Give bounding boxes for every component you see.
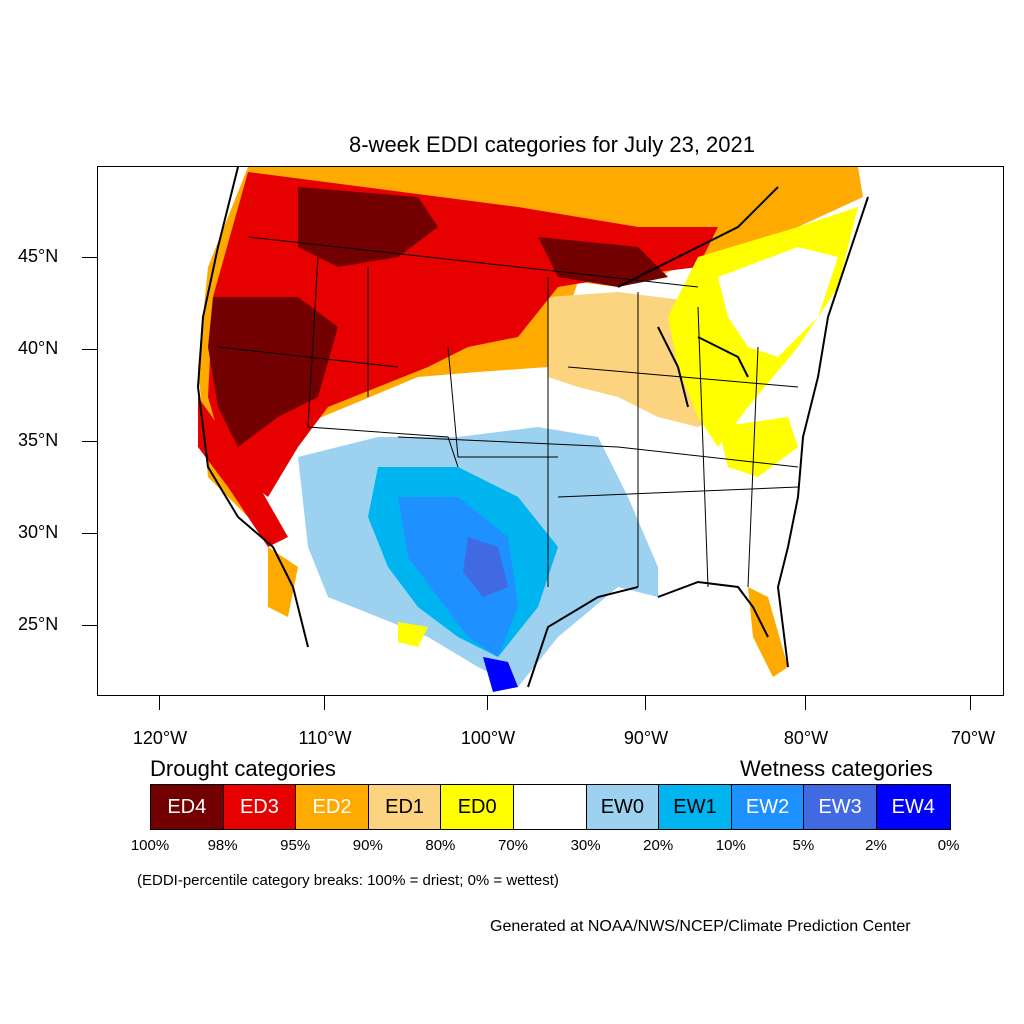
lon-tick [159,696,160,710]
ed4-region-mt [538,237,668,287]
category-legend: ED4 ED3 ED2 ED1 ED0 EW0 EW1 EW2 EW3 EW4 [150,784,951,830]
percent-break-label: 98% [207,837,238,854]
percent-break-label: 20% [643,837,674,854]
legend-box-ed1: ED1 [368,785,442,829]
california-ed3 [198,397,288,547]
lon-tick [324,696,325,710]
lat-tick [82,441,97,442]
lat-label-30: 30°N [18,522,59,542]
percent-break-label: 30% [570,837,601,854]
legend-box-ew1: EW1 [659,785,732,829]
lon-label-70w: 70°W [950,728,996,748]
lat-label-45: 45°N [18,246,59,266]
legend-box-ed3: ED3 [223,785,297,829]
texas-ed0 [398,622,428,647]
florida-ed2 [748,587,788,677]
lon-label-120w: 120°W [132,728,188,748]
percent-break-label: 95% [280,837,311,854]
lon-tick [805,696,806,710]
wetness-categories-label: Wetness categories [740,756,933,781]
drought-categories-label: Drought categories [150,756,336,781]
percent-break-label: 80% [425,837,456,854]
legend-box-ed0: ED0 [441,785,514,829]
percent-break-label: 10% [715,837,746,854]
lat-tick [82,625,97,626]
lat-tick [82,257,97,258]
legend-box-ed2: ED2 [296,785,369,829]
lon-tick [487,696,488,710]
lon-tick [970,696,971,710]
appalachia-ed0 [718,417,798,477]
credit-line: Generated at NOAA/NWS/NCEP/Climate Predi… [490,918,911,935]
legend-box-ew4: EW4 [876,785,950,829]
percent-break-label: 0% [937,837,960,854]
category-note: (EDDI-percentile category breaks: 100% =… [137,872,559,889]
ed4-region-nw [208,297,338,447]
socal-ed2 [268,547,298,617]
lon-label-110w: 110°W [298,728,352,748]
percent-break-label: 5% [792,837,815,854]
legend-box-neutral [513,785,587,829]
legend-box-ew3: EW3 [804,785,877,829]
lon-tick [645,696,646,710]
lon-label-100w: 100°W [460,728,516,748]
lon-label-90w: 90°W [623,728,669,748]
lat-tick [82,349,97,350]
state-borders [217,236,799,588]
percent-break-label: 70% [497,837,529,854]
white-region-ne [718,247,838,357]
lon-label-80w: 80°W [783,728,829,748]
ed4-region-north [298,187,438,267]
lat-tick [82,533,97,534]
percent-break-label: 90% [352,837,383,854]
percent-break-label: 100% [130,837,170,854]
legend-box-ew0: EW0 [586,785,660,829]
percent-break-label: 2% [865,837,887,854]
ew4-region [483,657,518,692]
lat-label-25: 25°N [18,614,59,634]
coastlines [196,167,869,688]
legend-box-ed4: ED4 [151,785,224,829]
map-area [97,166,1004,696]
ew3-region [463,537,508,597]
map-title: 8-week EDDI categories for July 23, 2021 [349,132,755,157]
conus-eddi-map [196,167,869,695]
lat-label-35: 35°N [18,430,59,450]
ew2-region [398,497,518,657]
lat-label-40: 40°N [18,338,59,358]
legend-box-ew2: EW2 [731,785,805,829]
